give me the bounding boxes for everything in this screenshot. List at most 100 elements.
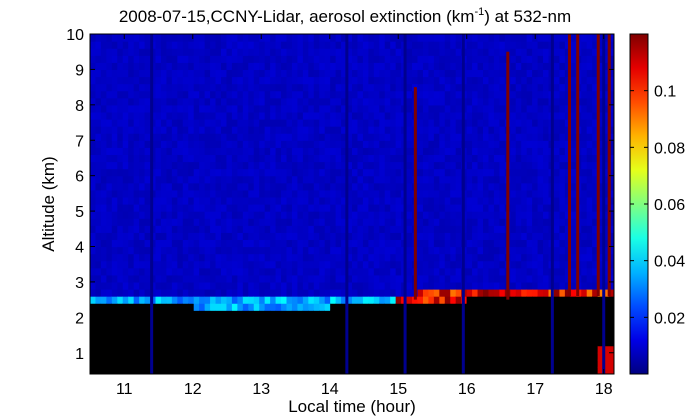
- heatmap-cell: [188, 111, 195, 120]
- heatmap-cell: [466, 168, 473, 177]
- heatmap-cell: [368, 161, 375, 170]
- heatmap-cell: [90, 296, 97, 304]
- heatmap-cell: [422, 204, 430, 212]
- heatmap-cell: [291, 366, 299, 374]
- heatmap-cell: [559, 133, 566, 141]
- heatmap-cell: [90, 41, 97, 49]
- heatmap-cell: [215, 366, 222, 374]
- heatmap-cell: [592, 133, 599, 141]
- heatmap-cell: [313, 303, 320, 311]
- heatmap-cell: [308, 310, 315, 318]
- heatmap-cell: [390, 239, 397, 248]
- heatmap-cell: [237, 97, 244, 106]
- heatmap-cell: [532, 303, 539, 311]
- heatmap-cell: [259, 310, 266, 318]
- heatmap-cell: [384, 274, 391, 283]
- heatmap-cell: [433, 140, 440, 148]
- heatmap-cell: [177, 41, 184, 49]
- heatmap-cell: [422, 41, 430, 49]
- heatmap-cell: [450, 140, 457, 148]
- heatmap-cell: [493, 154, 500, 163]
- heatmap-cell: [488, 90, 495, 99]
- heatmap-cell: [313, 345, 320, 354]
- heatmap-cell: [237, 232, 244, 241]
- heatmap-cell: [95, 317, 102, 326]
- heatmap-cell: [603, 303, 610, 311]
- heatmap-cell: [341, 34, 348, 42]
- heatmap-cell: [493, 225, 500, 233]
- heatmap-cell: [483, 161, 490, 170]
- heatmap-cell: [270, 232, 277, 241]
- heatmap-cell: [526, 147, 533, 156]
- heatmap-cell: [111, 161, 118, 170]
- heatmap-cell: [155, 303, 162, 311]
- heatmap-cell: [111, 48, 118, 56]
- heatmap-cell: [352, 225, 359, 233]
- data-gap: [150, 34, 154, 374]
- heatmap-cell: [248, 111, 255, 120]
- cloud-plume: [506, 51, 510, 300]
- heatmap-cell: [324, 97, 331, 106]
- heatmap-cell: [581, 161, 588, 170]
- heatmap-cell: [302, 119, 309, 127]
- heatmap-cell: [231, 41, 238, 49]
- heatmap-cell: [526, 274, 533, 283]
- heatmap-cell: [570, 338, 577, 347]
- heatmap-cell: [193, 345, 200, 354]
- heatmap-cell: [324, 260, 331, 269]
- heatmap-cell: [226, 218, 233, 226]
- heatmap-cell: [204, 41, 211, 49]
- heatmap-cell: [472, 232, 479, 241]
- heatmap-cell: [106, 69, 113, 78]
- heatmap-cell: [237, 246, 244, 255]
- heatmap-cell: [155, 345, 162, 354]
- heatmap-cell: [286, 274, 293, 283]
- heatmap-cell: [330, 147, 337, 156]
- heatmap-cell: [90, 253, 97, 262]
- heatmap-cell: [450, 41, 457, 49]
- heatmap-cell: [597, 119, 604, 127]
- heatmap-cell: [417, 175, 424, 184]
- heatmap-cell: [111, 140, 118, 148]
- heatmap-cell: [608, 253, 614, 262]
- heatmap-cell: [373, 281, 380, 290]
- heatmap-cell: [564, 111, 571, 120]
- heatmap-cell: [275, 352, 282, 361]
- heatmap-cell: [177, 161, 184, 170]
- heatmap-cell: [111, 267, 118, 276]
- heatmap-cell: [346, 76, 353, 85]
- heatmap-cell: [504, 34, 511, 42]
- heatmap-cell: [586, 119, 593, 127]
- heatmap-cell: [226, 239, 233, 248]
- heatmap-cell: [477, 133, 484, 141]
- heatmap-cell: [428, 97, 435, 106]
- heatmap-cell: [362, 48, 369, 56]
- heatmap-cell: [242, 147, 249, 156]
- heatmap-cell: [188, 154, 195, 163]
- heatmap-cell: [488, 225, 495, 233]
- heatmap-cell: [532, 154, 539, 163]
- heatmap-cell: [586, 189, 593, 198]
- heatmap-cell: [483, 267, 490, 276]
- heatmap-cell: [521, 239, 528, 248]
- heatmap-cell: [379, 211, 386, 219]
- heatmap-cell: [171, 331, 178, 340]
- heatmap-cell: [210, 83, 217, 92]
- heatmap-cell: [155, 34, 162, 42]
- heatmap-cell: [324, 296, 331, 304]
- heatmap-cell: [597, 253, 604, 262]
- heatmap-cell: [324, 34, 331, 42]
- heatmap-cell: [368, 48, 375, 56]
- heatmap-cell: [95, 168, 102, 177]
- y-axis-label: Altitude (km): [39, 156, 58, 251]
- heatmap-cell: [455, 246, 462, 255]
- heatmap-cell: [559, 175, 566, 184]
- heatmap-cell: [559, 324, 566, 333]
- heatmap-cell: [390, 338, 397, 347]
- heatmap-cell: [455, 359, 462, 368]
- heatmap-cell: [439, 182, 446, 191]
- heatmap-cell: [362, 34, 369, 42]
- heatmap-cell: [422, 331, 430, 340]
- heatmap-cell: [221, 76, 228, 85]
- heatmap-cell: [559, 154, 566, 163]
